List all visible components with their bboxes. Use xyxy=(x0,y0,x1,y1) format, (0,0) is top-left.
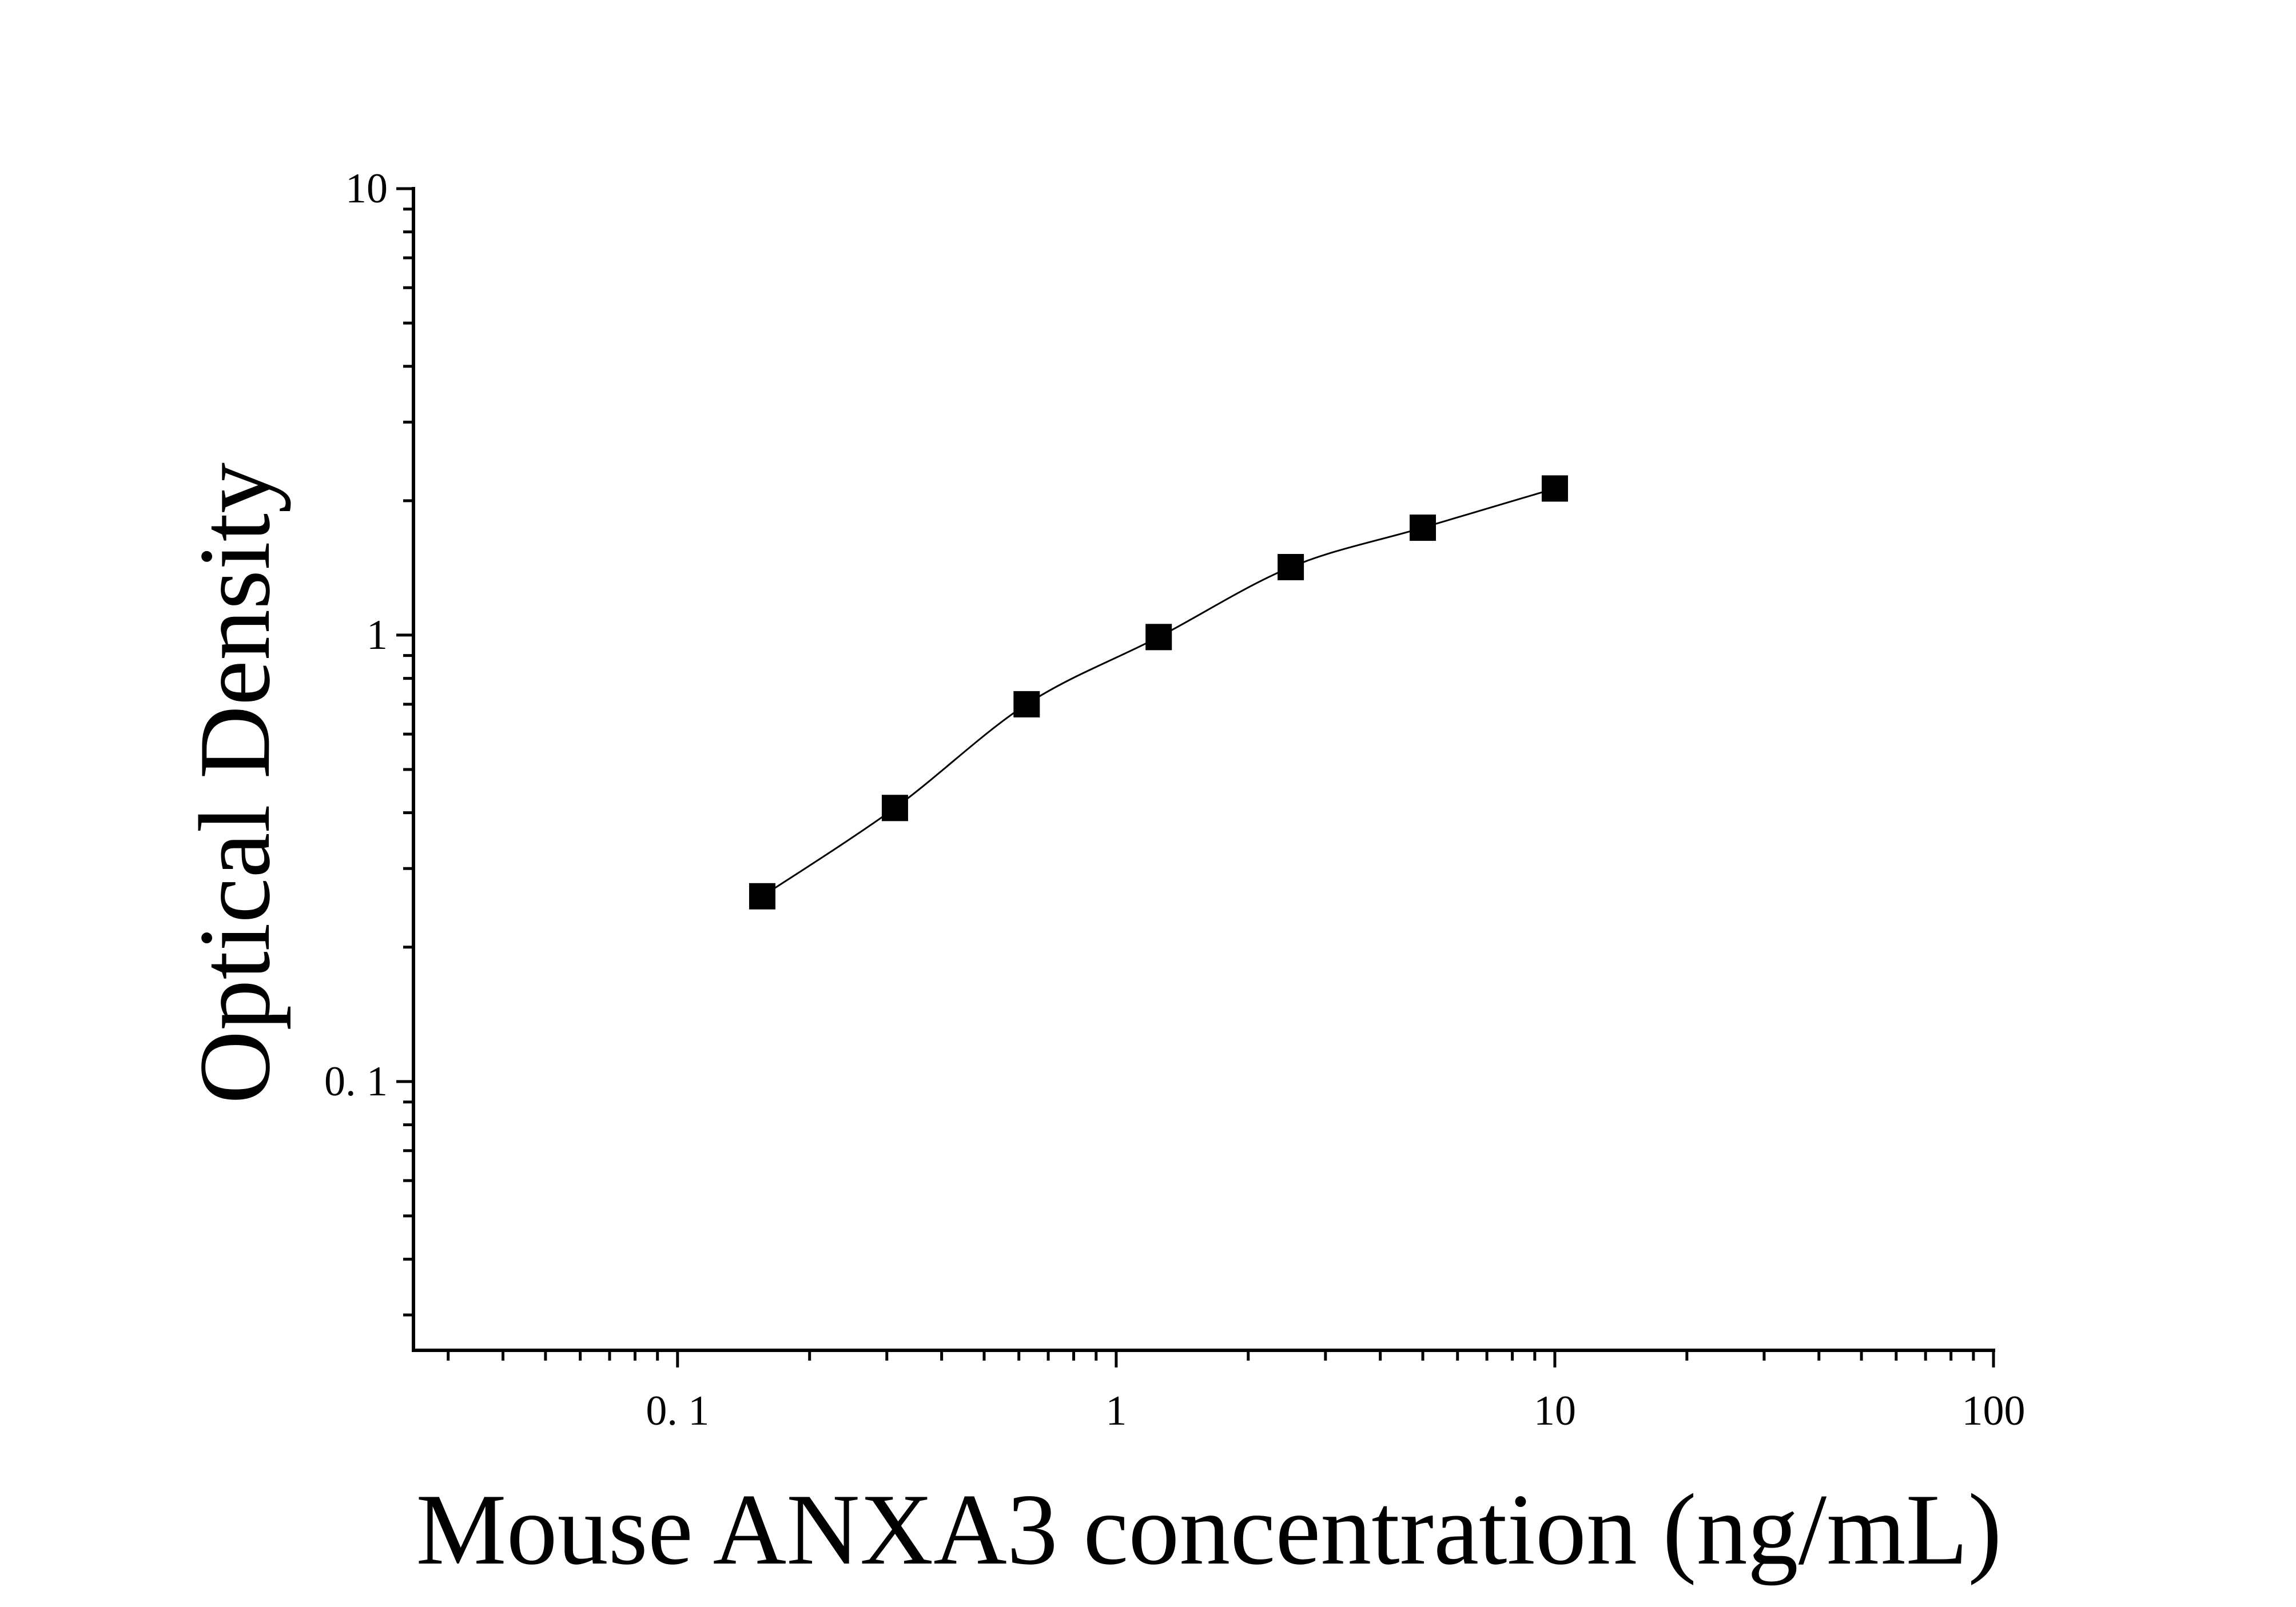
x-tick-label: 1 xyxy=(1105,1387,1127,1434)
y-axis-title: Optical Density xyxy=(178,462,291,1104)
x-axis: 0. 1 1 10 100 xyxy=(413,1349,2026,1434)
data-points xyxy=(749,475,1568,910)
y-tick-label: 0. 1 xyxy=(324,1058,388,1105)
y-tick-label: 1 xyxy=(367,612,388,659)
fit-curve xyxy=(762,488,1555,898)
x-tick-label: 0. 1 xyxy=(646,1387,709,1434)
x-axis-title: Mouse ANXA3 concentration (ng/mL) xyxy=(416,1473,2001,1586)
x-tick-label: 100 xyxy=(1962,1387,2026,1434)
y-axis: 0. 1 1 10 xyxy=(324,165,415,1352)
data-point xyxy=(749,883,775,910)
y-tick-label: 10 xyxy=(345,165,388,212)
data-point xyxy=(1013,691,1040,717)
data-point xyxy=(1410,515,1437,541)
data-point xyxy=(881,795,908,822)
data-point xyxy=(1541,475,1568,502)
x-tick-label: 10 xyxy=(1534,1387,1576,1434)
data-point xyxy=(1278,553,1304,580)
fit-curve-layer xyxy=(762,488,1555,898)
data-point xyxy=(1145,624,1172,651)
